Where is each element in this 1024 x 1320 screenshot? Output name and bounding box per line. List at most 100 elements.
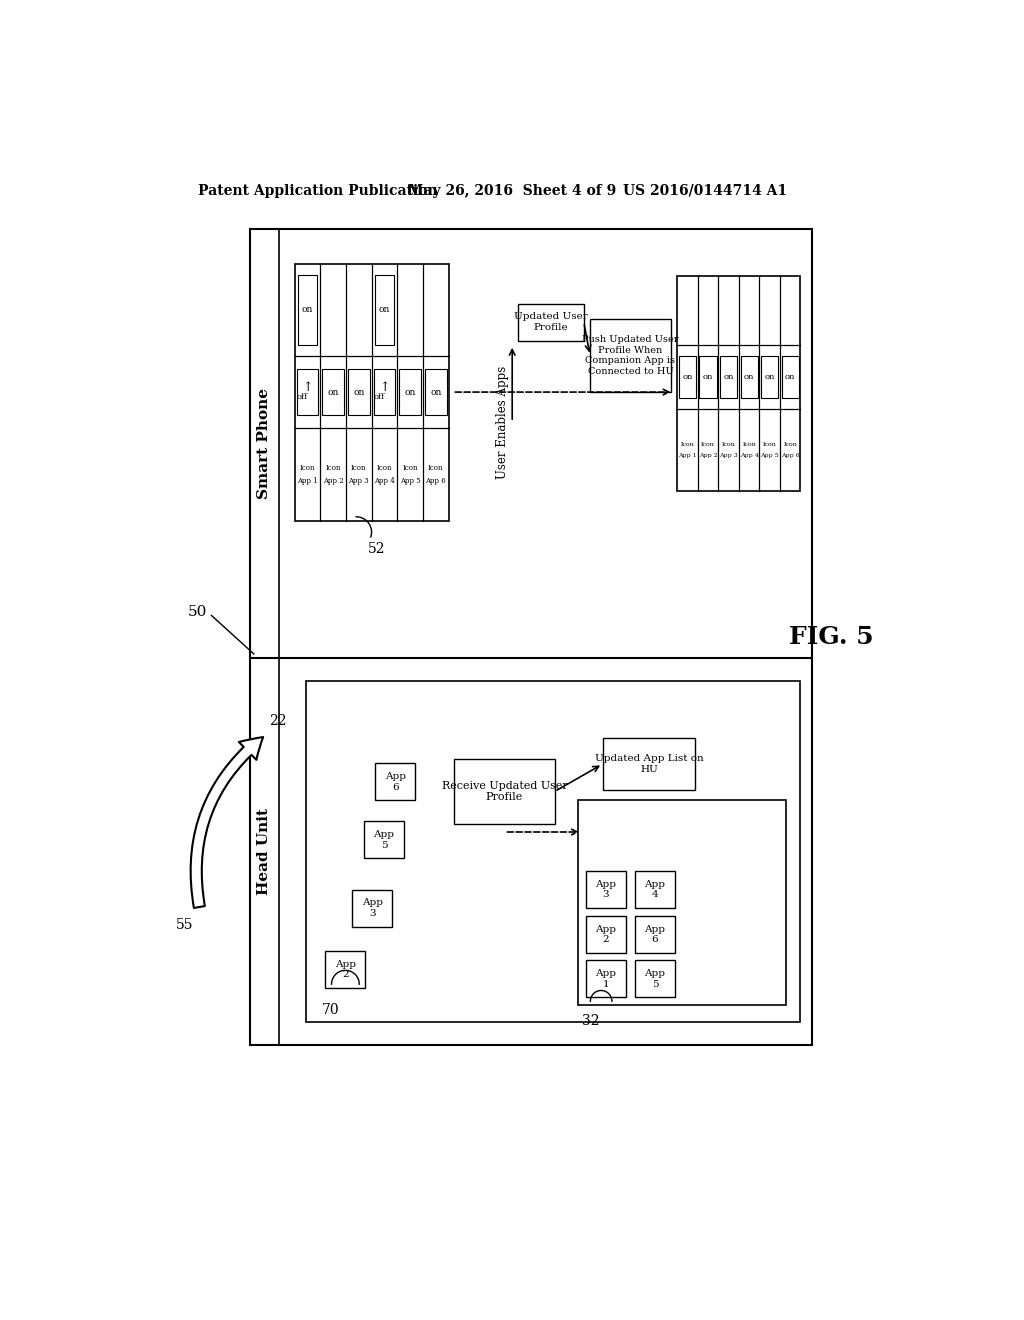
Bar [306,681,801,1022]
Text: on: on [379,305,390,314]
Text: Icon: Icon [326,465,341,473]
Text: 50: 50 [188,605,208,619]
Text: App 2: App 2 [698,453,718,458]
Bar [677,276,801,491]
Text: Receive Updated User
Profile: Receive Updated User Profile [441,780,567,803]
Text: off: off [296,392,307,401]
Text: App 6: App 6 [781,453,800,458]
Text: on: on [328,388,339,396]
Text: Icon: Icon [402,465,418,473]
Text: App 4: App 4 [374,477,395,484]
Bar [699,356,717,397]
Text: 22: 22 [269,714,287,727]
Text: App 2: App 2 [323,477,343,484]
Bar [323,368,344,416]
Text: Icon: Icon [300,465,315,473]
Bar [376,763,416,800]
Bar [720,356,737,397]
Text: on: on [302,305,313,314]
Text: App 5: App 5 [399,477,421,484]
Text: ↑: ↑ [302,381,312,393]
Text: Updated User
Profile: Updated User Profile [514,313,588,331]
Text: Icon: Icon [681,442,694,447]
Bar [375,275,394,345]
Text: App
6: App 6 [385,772,406,792]
Text: Icon: Icon [351,465,367,473]
Text: off: off [374,392,385,401]
Text: Icon: Icon [701,442,715,447]
Text: on: on [723,374,734,381]
Text: App 6: App 6 [425,477,446,484]
Bar [590,319,671,392]
Text: App
1: App 1 [595,969,616,989]
Bar [635,961,675,998]
Text: on: on [430,388,441,396]
Bar [455,759,555,824]
Bar [679,356,696,397]
Text: on: on [702,374,714,381]
Bar [518,304,584,341]
Text: App 1: App 1 [297,477,317,484]
Text: FIG. 5: FIG. 5 [788,626,873,649]
Text: App
3: App 3 [361,899,383,917]
Text: on: on [682,374,692,381]
Text: App 4: App 4 [739,453,759,458]
Text: Smart Phone: Smart Phone [257,388,270,499]
Text: US 2016/0144714 A1: US 2016/0144714 A1 [624,183,787,198]
Text: App 1: App 1 [678,453,697,458]
Text: Head Unit: Head Unit [257,808,270,895]
Text: Updated App List on
HU: Updated App List on HU [595,754,703,774]
Text: Icon: Icon [377,465,392,473]
Text: May 26, 2016  Sheet 4 of 9: May 26, 2016 Sheet 4 of 9 [408,183,616,198]
Bar [250,230,812,1045]
Text: Icon: Icon [742,442,756,447]
Text: App 3: App 3 [348,477,369,484]
Bar [326,952,366,989]
Text: Icon: Icon [428,465,443,473]
Text: 70: 70 [323,1003,340,1018]
Text: Icon: Icon [783,442,797,447]
Text: App
5: App 5 [644,969,666,989]
Bar [374,368,395,416]
Bar [399,368,421,416]
Text: App
4: App 4 [644,880,666,899]
Text: 32: 32 [582,1014,599,1028]
Bar [364,821,403,858]
Text: Icon: Icon [722,442,735,447]
Bar [586,916,626,953]
Text: User Enables Apps: User Enables Apps [497,366,510,479]
Bar [586,961,626,998]
Bar [761,356,778,397]
Bar [635,916,675,953]
Bar [298,275,317,345]
Text: ↑: ↑ [379,381,390,393]
Text: App
3: App 3 [595,880,616,899]
Bar [352,890,392,927]
Bar [295,264,449,520]
Bar [297,368,318,416]
Text: Push Updated User
Profile When
Companion App is
Connected to HU: Push Updated User Profile When Companion… [583,335,679,376]
Text: on: on [353,388,365,396]
Bar [578,800,785,1005]
Bar [425,368,446,416]
Text: App
2: App 2 [595,924,616,944]
Bar [635,871,675,908]
Text: on: on [744,374,755,381]
Text: App 3: App 3 [719,453,738,458]
Text: App
2: App 2 [335,960,356,979]
Text: Icon: Icon [763,442,776,447]
Text: 55: 55 [176,919,194,932]
Bar [603,738,695,791]
Text: on: on [765,374,775,381]
Text: App
6: App 6 [644,924,666,944]
Bar [740,356,758,397]
Text: on: on [785,374,796,381]
Text: App
5: App 5 [374,830,394,850]
Text: 52: 52 [368,543,385,556]
Bar [781,356,799,397]
Text: App 5: App 5 [760,453,779,458]
FancyArrowPatch shape [190,737,263,908]
Text: Patent Application Publication: Patent Application Publication [199,183,438,198]
Bar [348,368,370,416]
Bar [586,871,626,908]
